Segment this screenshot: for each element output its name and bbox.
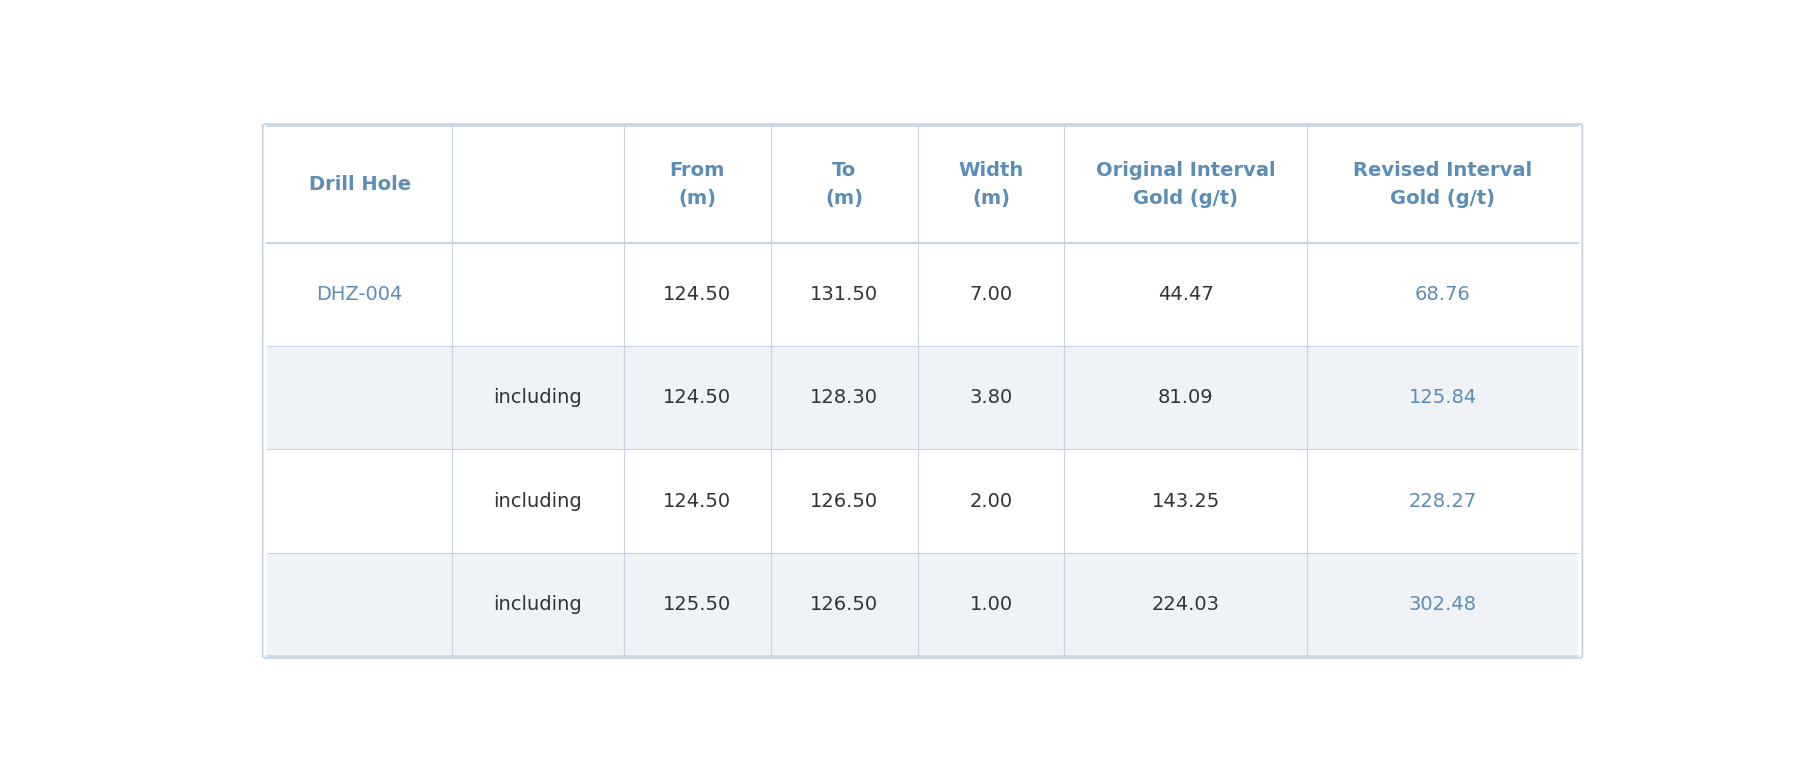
Bar (266, 126, 1579, 242)
Text: 124.50: 124.50 (662, 388, 731, 407)
Text: Revised Interval
Gold (g/t): Revised Interval Gold (g/t) (1354, 160, 1532, 207)
Text: 1.00: 1.00 (970, 595, 1013, 614)
Text: 126.50: 126.50 (810, 595, 878, 614)
Text: 302.48: 302.48 (1409, 595, 1476, 614)
Text: 126.50: 126.50 (810, 491, 878, 510)
Bar (266, 553, 1579, 656)
Text: 3.80: 3.80 (970, 388, 1013, 407)
Text: 125.50: 125.50 (662, 595, 731, 614)
FancyBboxPatch shape (263, 124, 1582, 658)
Text: From
(m): From (m) (670, 160, 725, 207)
Text: 125.84: 125.84 (1408, 388, 1476, 407)
Bar (266, 242, 1579, 346)
Text: 124.50: 124.50 (662, 285, 731, 304)
Bar (266, 450, 1579, 553)
Text: 131.50: 131.50 (810, 285, 878, 304)
Text: 143.25: 143.25 (1152, 491, 1220, 510)
Text: 68.76: 68.76 (1415, 285, 1471, 304)
Text: including: including (493, 595, 583, 614)
Text: including: including (493, 491, 583, 510)
Bar (266, 346, 1579, 450)
Text: 2.00: 2.00 (970, 491, 1013, 510)
Text: To
(m): To (m) (824, 160, 862, 207)
Text: 81.09: 81.09 (1157, 388, 1213, 407)
Text: 44.47: 44.47 (1157, 285, 1213, 304)
Text: 124.50: 124.50 (662, 491, 731, 510)
Text: including: including (493, 388, 583, 407)
Text: 7.00: 7.00 (970, 285, 1013, 304)
Text: Drill Hole: Drill Hole (308, 175, 410, 194)
Text: 224.03: 224.03 (1152, 595, 1220, 614)
Text: Width
(m): Width (m) (958, 160, 1024, 207)
Text: 128.30: 128.30 (810, 388, 878, 407)
Text: DHZ-004: DHZ-004 (317, 285, 403, 304)
Text: Original Interval
Gold (g/t): Original Interval Gold (g/t) (1096, 160, 1276, 207)
Text: 228.27: 228.27 (1409, 491, 1476, 510)
